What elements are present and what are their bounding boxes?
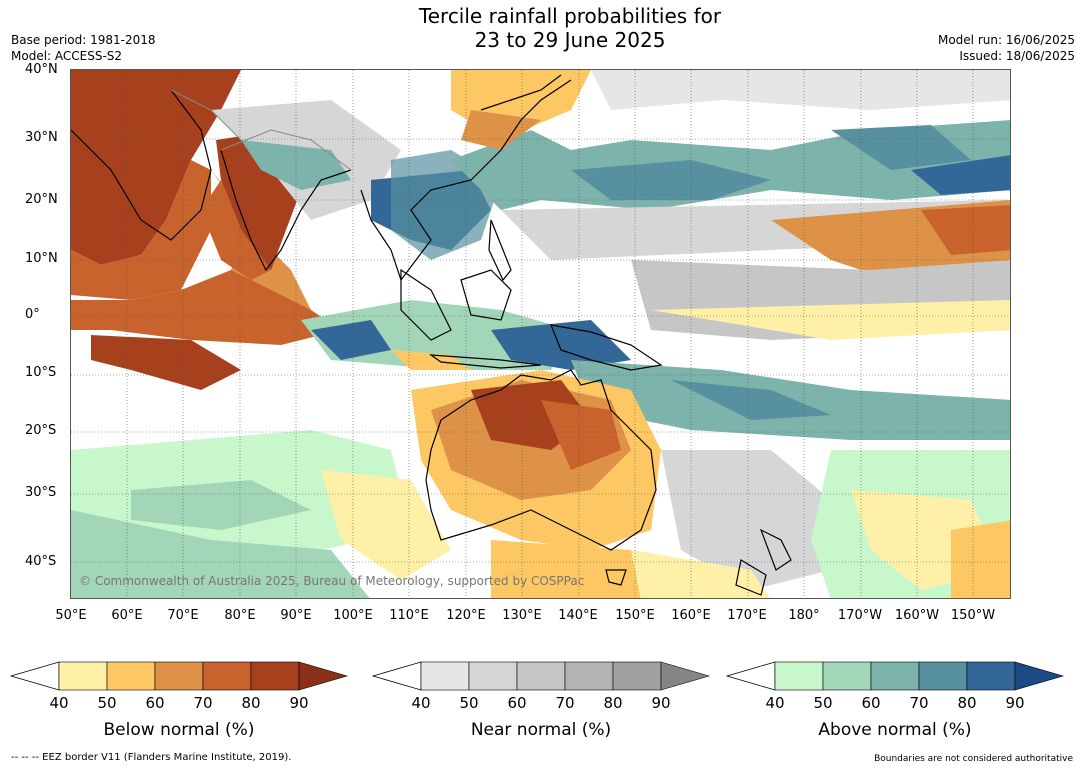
country-borders	[170, 89, 352, 171]
above-tick: 70	[909, 694, 929, 712]
near-tick: 90	[651, 694, 671, 712]
lat-label-30s: 30°S	[25, 485, 57, 500]
lon-label-100e: 100°E	[333, 608, 373, 623]
base-period: Base period: 1981-2018	[11, 33, 156, 47]
rainfall-map	[71, 70, 1010, 598]
colorbar-extend-arrow	[660, 661, 711, 691]
map-title: Tercile rainfall probabilities for 23 to…	[0, 4, 1085, 52]
below-tick: 70	[193, 694, 213, 712]
colorbar-extend-arrow	[298, 661, 349, 691]
near-tick: 80	[603, 694, 623, 712]
lon-label-80e: 80°E	[224, 608, 256, 623]
meta-right: Model run: 16/06/2025 Issued: 18/06/2025	[938, 32, 1075, 64]
title-line-2: 23 to 29 June 2025	[474, 28, 666, 52]
lat-label-20s: 20°S	[25, 423, 57, 438]
lon-label-160e: 160°E	[671, 608, 711, 623]
lon-label-170w: 170°W	[837, 608, 883, 623]
near-tick: 70	[555, 694, 575, 712]
lat-label-10s: 10°S	[25, 365, 57, 380]
colorbar-swatch	[966, 661, 1016, 691]
colorbar-below-label: Below normal (%)	[103, 720, 255, 740]
colorbar-swatch	[154, 661, 204, 691]
near-tick: 40	[411, 694, 431, 712]
colorbar-swatch	[202, 661, 252, 691]
below-tick: 50	[97, 694, 117, 712]
above-tick: 60	[861, 694, 881, 712]
colorbar-swatch	[612, 661, 662, 691]
lat-label-20n: 20°N	[25, 192, 58, 207]
lat-label-40s: 40°S	[25, 554, 57, 569]
lon-label-150w: 150°W	[950, 608, 996, 623]
lon-label-110e: 110°E	[389, 608, 429, 623]
below-tick: 90	[289, 694, 309, 712]
colorbar-above-label: Above normal (%)	[818, 720, 972, 740]
lon-label-180: 180°	[788, 608, 820, 623]
colorbar-near-label: Near normal (%)	[470, 720, 612, 740]
meta-left: Base period: 1981-2018 Model: ACCESS-S2	[11, 32, 156, 64]
copyright-notice: © Commonwealth of Australia 2025, Bureau…	[79, 574, 585, 588]
colorbar-swatch	[106, 661, 156, 691]
lon-label-130e: 130°E	[502, 608, 542, 623]
above-tick: 80	[957, 694, 977, 712]
below-tick: 80	[241, 694, 261, 712]
lon-label-90e: 90°E	[280, 608, 312, 623]
eez-border-note: -- -- -- EEZ border V11 (Flanders Marine…	[11, 752, 292, 763]
coastlines	[71, 74, 792, 596]
lat-label-40n: 40°N	[25, 62, 58, 77]
lat-label-10n: 10°N	[25, 251, 58, 266]
lat-label-0: 0°	[25, 307, 40, 322]
above-tick: 50	[813, 694, 833, 712]
issued-date: Issued: 18/06/2025	[959, 49, 1075, 63]
near-tick: 50	[459, 694, 479, 712]
colorbar-swatch	[58, 661, 108, 691]
lon-label-160w: 160°W	[894, 608, 940, 623]
lon-label-170e: 170°E	[727, 608, 767, 623]
map-panel: © Commonwealth of Australia 2025, Bureau…	[70, 69, 1011, 599]
colorbar-swatch	[250, 661, 300, 691]
lon-label-70e: 70°E	[167, 608, 199, 623]
graticule	[71, 70, 1010, 598]
lon-label-60e: 60°E	[111, 608, 143, 623]
above-tick: 90	[1005, 694, 1025, 712]
below-tick: 40	[49, 694, 69, 712]
below-tick: 60	[145, 694, 165, 712]
colorbar-swatch	[918, 661, 968, 691]
boundaries-disclaimer: Boundaries are not considered authoritat…	[874, 754, 1073, 764]
lon-label-120e: 120°E	[446, 608, 486, 623]
colorbar-swatch	[774, 661, 824, 691]
colorbar-swatch	[822, 661, 872, 691]
model-run: Model run: 16/06/2025	[937, 33, 1075, 47]
lon-label-150e: 150°E	[615, 608, 655, 623]
colorbar-swatch	[468, 661, 518, 691]
title-line-1: Tercile rainfall probabilities for	[418, 4, 722, 28]
above-tick: 40	[765, 694, 785, 712]
colorbar-extend-arrow	[1014, 661, 1065, 691]
lon-label-50e: 50°E	[55, 608, 87, 623]
model-name: Model: ACCESS-S2	[11, 49, 123, 63]
probability-field	[71, 70, 1010, 598]
lat-label-30n: 30°N	[25, 130, 58, 145]
colorbar-swatch	[516, 661, 566, 691]
lon-label-140e: 140°E	[558, 608, 598, 623]
colorbar-swatch	[564, 661, 614, 691]
near-tick: 60	[507, 694, 527, 712]
colorbar-swatch	[420, 661, 470, 691]
colorbar-swatch	[870, 661, 920, 691]
